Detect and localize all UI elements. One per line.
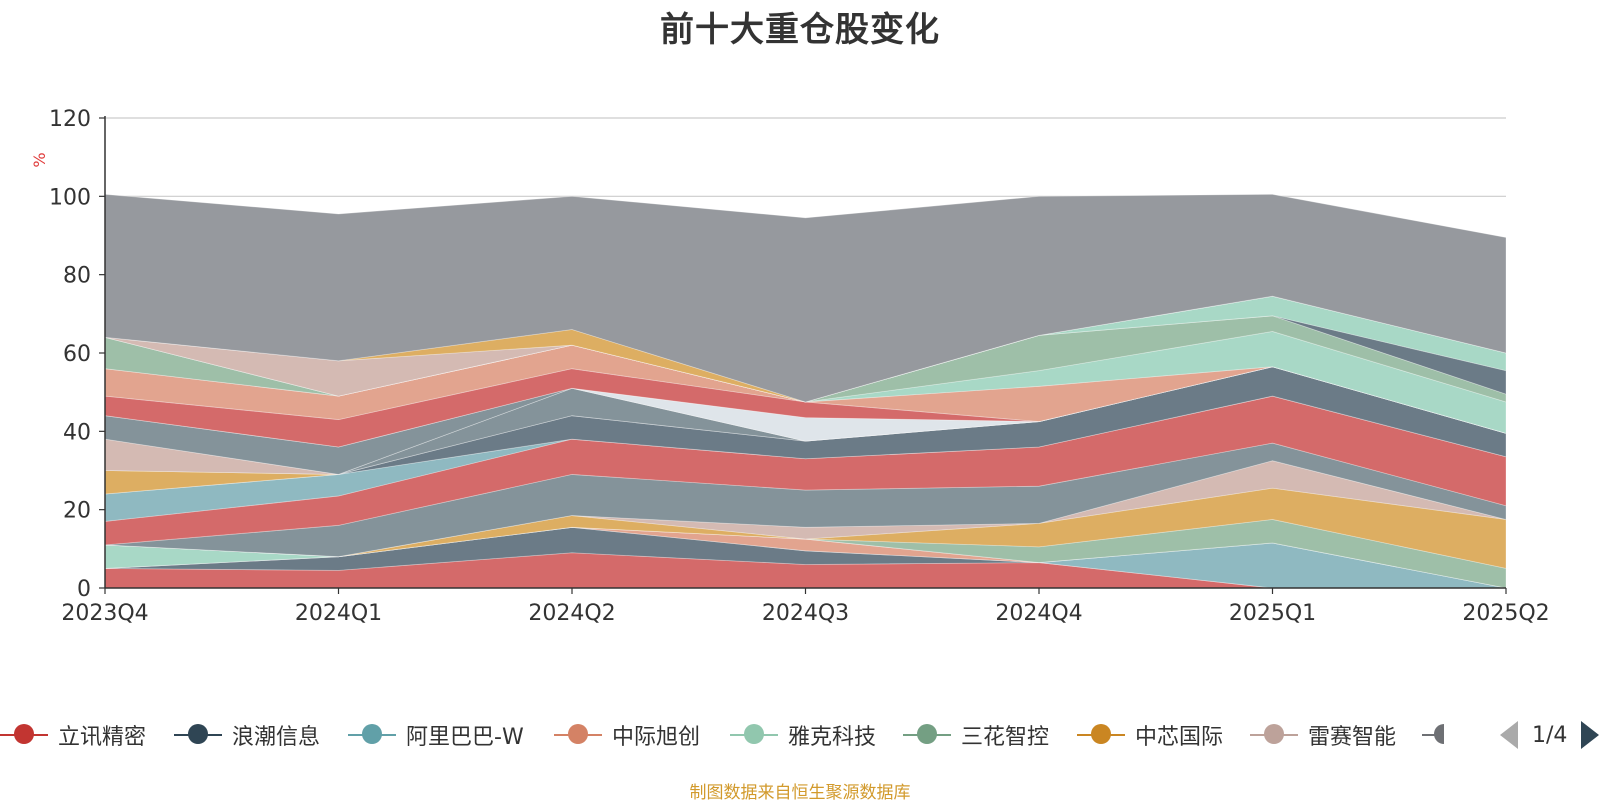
legend-marker-icon (0, 718, 48, 752)
x-tick-label: 2024Q1 (295, 601, 382, 626)
legend-item[interactable]: 浪潮信息 (174, 718, 320, 752)
legend-label: 中芯国际 (1135, 725, 1224, 750)
legend-marker-icon (348, 718, 396, 752)
area-series-9[interactable] (104, 442, 1507, 558)
y-tick-label: 40 (63, 420, 91, 445)
legend-marker-icon (1250, 718, 1298, 752)
y-tick-label: 120 (49, 107, 91, 132)
area-series-6[interactable] (104, 519, 1507, 589)
x-tick-label: 2024Q3 (762, 601, 849, 626)
area-series-12[interactable] (104, 366, 1507, 495)
x-tick-label: 2023Q4 (61, 601, 148, 626)
legend-marker-icon (1422, 718, 1448, 752)
legend-marker-icon (903, 718, 951, 752)
y-tick-label: 100 (49, 185, 91, 210)
legend-marker-icon (730, 718, 778, 752)
legend-item[interactable]: 阿里巴巴-W (348, 718, 524, 752)
legend-marker-icon (1077, 718, 1125, 752)
legend-item-partial[interactable] (1422, 718, 1458, 752)
legend-label: 中际旭创 (612, 725, 701, 750)
legend-label: 三花智控 (961, 725, 1050, 750)
legend-label: 立讯精密 (58, 725, 147, 750)
y-axis-label: % (30, 152, 49, 167)
legend-next-page-icon[interactable] (1581, 721, 1600, 749)
area-series-23[interactable] (104, 295, 1507, 403)
chart-area: 0 20 40 60 80 100 120 2023Q4 2024Q1 2024Q2 2024Q3 2… (30, 107, 1550, 626)
x-tick-label: 2025Q1 (1229, 601, 1316, 626)
area-series-2[interactable] (104, 526, 1506, 589)
x-tick-label: 2025Q2 (1462, 601, 1549, 626)
legend: 立讯精密 浪潮信息 阿里巴巴-W 中际旭创 雅克科技 三花智控 中芯国际 雷赛智能 (0, 718, 1600, 752)
legend-item[interactable]: 中际旭创 (554, 718, 700, 752)
area-series-10[interactable] (104, 395, 1507, 546)
y-tick-label: 0 (77, 577, 91, 602)
chart-title: 前十大重仓股变化 (660, 10, 940, 50)
legend-item[interactable]: 三花智控 (903, 718, 1049, 752)
area-series-22[interactable] (104, 315, 1507, 403)
legend-marker-icon (174, 718, 222, 752)
legend-item[interactable]: 雅克科技 (730, 718, 876, 752)
source-note: 制图数据来自恒生聚源数据库 (689, 783, 911, 803)
area-series-20[interactable] (104, 331, 1507, 434)
legend-item[interactable]: 中芯国际 (1077, 718, 1223, 752)
legend-pager: 1/4 (1500, 718, 1600, 752)
y-tick-label: 60 (63, 342, 91, 367)
area-series-7[interactable] (104, 487, 1507, 569)
stacked-areas (104, 193, 1507, 589)
legend-label: 阿里巴巴-W (406, 725, 524, 750)
y-tick-label: 20 (63, 499, 91, 524)
legend-page-indicator: 1/4 (1532, 722, 1568, 748)
y-tick-label: 80 (63, 264, 91, 289)
legend-label: 雷赛智能 (1308, 725, 1397, 750)
legend-marker-icon (554, 718, 602, 752)
legend-item[interactable]: 立讯精密 (0, 718, 146, 752)
x-tick-label: 2024Q2 (528, 601, 615, 626)
area-series-26[interactable] (104, 193, 1507, 403)
legend-label: 浪潮信息 (232, 725, 321, 750)
legend-label: 雅克科技 (788, 725, 877, 750)
axes: 0 20 40 60 80 100 120 2023Q4 2024Q1 2024Q2 2024Q3 2… (49, 107, 1550, 626)
legend-prev-page-icon[interactable] (1500, 721, 1518, 749)
x-tick-label: 2024Q4 (995, 601, 1082, 626)
legend-item[interactable]: 雷赛智能 (1250, 718, 1396, 752)
